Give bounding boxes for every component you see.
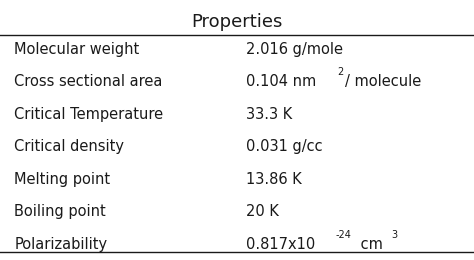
Text: 20 K: 20 K [246,204,279,219]
Text: 3: 3 [391,230,397,239]
Text: Properties: Properties [191,13,283,31]
Text: 0.817x10: 0.817x10 [246,237,316,252]
Text: -24: -24 [336,230,352,239]
Text: 2.016 g/mole: 2.016 g/mole [246,42,344,57]
Text: cm: cm [356,237,383,252]
Text: Molecular weight: Molecular weight [14,42,139,57]
Text: Boiling point: Boiling point [14,204,106,219]
Text: Polarizability: Polarizability [14,237,107,252]
Text: Critical density: Critical density [14,139,124,154]
Text: 13.86 K: 13.86 K [246,172,302,187]
Text: 33.3 K: 33.3 K [246,107,293,122]
Text: 0.104 nm: 0.104 nm [246,74,317,89]
Text: Melting point: Melting point [14,172,110,187]
Text: 2: 2 [337,67,343,77]
Text: 0.031 g/cc: 0.031 g/cc [246,139,323,154]
Text: / molecule: / molecule [345,74,421,89]
Text: Critical Temperature: Critical Temperature [14,107,164,122]
Text: Cross sectional area: Cross sectional area [14,74,163,89]
